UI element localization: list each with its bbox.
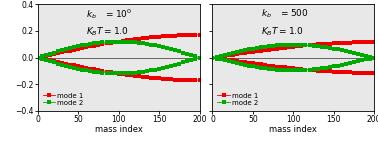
X-axis label: mass index: mass index	[270, 125, 317, 134]
mode 2	[36, 56, 41, 58]
mode 1	[358, 41, 363, 43]
Line: mode 2: mode 2	[36, 40, 201, 59]
Line: mode 1: mode 1	[211, 41, 376, 59]
Line: mode 2: mode 2	[211, 43, 376, 59]
mode 2	[50, 52, 55, 54]
mode 1	[197, 34, 202, 36]
mode 1	[36, 57, 41, 58]
mode 2	[104, 41, 108, 43]
mode 2	[197, 57, 202, 58]
Legend: mode 1, mode 2: mode 1, mode 2	[216, 91, 260, 107]
mode 1	[297, 45, 302, 47]
mode 2	[124, 41, 128, 43]
Text: $k_b$   $= 500$: $k_b$ $= 500$	[261, 7, 309, 20]
Text: $k_b$   $= 10^0$: $k_b$ $= 10^0$	[86, 7, 133, 21]
mode 1	[211, 57, 215, 58]
mode 2	[298, 44, 303, 46]
mode 1	[372, 41, 376, 43]
mode 1	[50, 54, 55, 55]
mode 2	[291, 44, 296, 46]
mode 1	[278, 47, 283, 49]
mode 1	[184, 34, 188, 36]
mode 2	[184, 53, 189, 54]
mode 1	[210, 57, 215, 58]
Legend: mode 1, mode 2: mode 1, mode 2	[41, 91, 85, 107]
mode 2	[225, 53, 229, 55]
mode 1	[269, 48, 274, 50]
mode 2	[94, 42, 99, 44]
Text: $K_BT = 1.0$: $K_BT = 1.0$	[261, 26, 304, 38]
mode 2	[211, 57, 215, 58]
mode 2	[278, 44, 283, 46]
mode 2	[116, 41, 121, 42]
mode 2	[36, 57, 40, 58]
mode 1	[225, 55, 229, 56]
Text: $K_BT = 1.0$: $K_BT = 1.0$	[86, 26, 129, 38]
X-axis label: mass index: mass index	[95, 125, 143, 134]
Line: mode 1: mode 1	[36, 33, 201, 59]
mode 1	[104, 43, 108, 44]
mode 2	[372, 57, 376, 58]
mode 2	[359, 54, 364, 55]
mode 1	[36, 57, 40, 58]
mode 2	[269, 45, 274, 47]
mode 2	[210, 57, 215, 58]
mode 1	[94, 44, 99, 46]
mode 1	[123, 40, 127, 41]
